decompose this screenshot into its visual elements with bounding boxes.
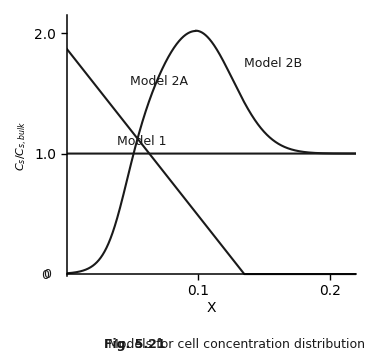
Text: 0: 0 (42, 269, 50, 282)
Text: Model 2A: Model 2A (130, 75, 188, 88)
Y-axis label: $C_s/C_{s,bulk}$: $C_s/C_{s,bulk}$ (15, 120, 30, 171)
Text: Model 2B: Model 2B (244, 57, 302, 70)
Text: Fig. 5.21: Fig. 5.21 (104, 338, 165, 351)
Text: 0: 0 (43, 268, 51, 280)
Text: Models for cell concentration distribution: Models for cell concentration distributi… (104, 338, 365, 351)
Text: Model 1: Model 1 (116, 135, 166, 148)
X-axis label: X: X (207, 301, 216, 315)
